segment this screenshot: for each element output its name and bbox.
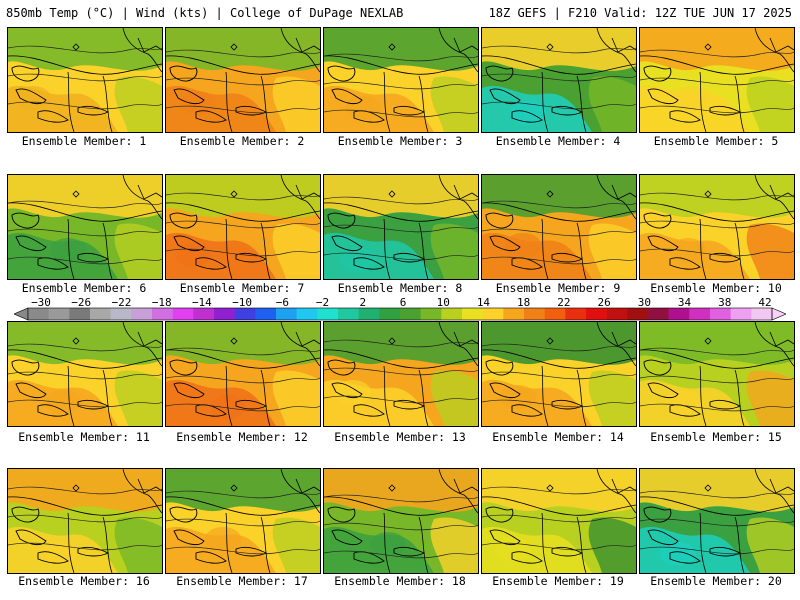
colorbar-segment xyxy=(586,308,607,320)
colorbar-segment xyxy=(751,308,773,320)
colorbar-tick-label: 42 xyxy=(758,296,772,309)
ensemble-map-panel xyxy=(481,27,637,133)
ensemble-member-caption: Ensemble Member: 7 xyxy=(179,281,305,295)
ensemble-map-panel xyxy=(7,27,163,133)
colorbar-segment xyxy=(172,308,194,320)
ensemble-member-caption: Ensemble Member: 17 xyxy=(176,574,308,588)
colorbar-segment xyxy=(317,308,339,320)
ensemble-member-caption: Ensemble Member: 20 xyxy=(650,574,782,588)
ensemble-map-panel xyxy=(481,174,637,280)
ensemble-member-caption: Ensemble Member: 10 xyxy=(650,281,782,295)
colorbar-segment xyxy=(338,308,359,320)
ensemble-map-panel xyxy=(639,27,795,133)
colorbar-tick-label: −6 xyxy=(275,296,289,309)
ensemble-member-caption: Ensemble Member: 3 xyxy=(337,134,463,148)
colorbar-segment xyxy=(482,308,504,320)
ensemble-map-panel xyxy=(639,321,795,427)
colorbar-tick-label: 6 xyxy=(399,296,407,309)
colorbar-segment xyxy=(358,308,380,320)
colorbar-segment xyxy=(606,308,628,320)
ensemble-member-caption: Ensemble Member: 6 xyxy=(21,281,147,295)
ensemble-member-caption: Ensemble Member: 4 xyxy=(495,134,621,148)
temperature-colorbar xyxy=(13,306,787,321)
ensemble-map-panel xyxy=(639,468,795,574)
colorbar-segment xyxy=(710,308,731,320)
ensemble-member-caption: Ensemble Member: 12 xyxy=(176,430,308,444)
ensemble-member-caption: Ensemble Member: 15 xyxy=(650,430,782,444)
ensemble-map-panel xyxy=(639,174,795,280)
colorbar-segment xyxy=(689,308,711,320)
colorbar-tick-label: 30 xyxy=(637,296,651,309)
colorbar-tick-label: 14 xyxy=(476,296,491,309)
ensemble-member-caption: Ensemble Member: 1 xyxy=(21,134,147,148)
ensemble-member-caption: Ensemble Member: 11 xyxy=(18,430,150,444)
ensemble-member-caption: Ensemble Member: 8 xyxy=(337,281,463,295)
ensemble-map-panel xyxy=(323,174,479,280)
colorbar-segment xyxy=(420,308,442,320)
colorbar-segment xyxy=(28,308,49,320)
colorbar-segment xyxy=(524,308,545,320)
colorbar-segment xyxy=(234,308,256,320)
colorbar-tick-label: 22 xyxy=(557,296,571,309)
colorbar-segment xyxy=(379,308,401,320)
colorbar-tick-label: 18 xyxy=(517,296,531,309)
colorbar-tick-label: −10 xyxy=(232,296,253,309)
colorbar-segment xyxy=(668,308,690,320)
ensemble-map-panel xyxy=(323,27,479,133)
colorbar-segment xyxy=(627,308,649,320)
colorbar-segment xyxy=(441,308,463,320)
colorbar-segment xyxy=(90,308,111,320)
colorbar-segment xyxy=(193,308,215,320)
header-title: 850mb Temp (°C) | Wind (kts) | College o… xyxy=(6,6,404,20)
ensemble-map-panel xyxy=(323,321,479,427)
colorbar-tick-label: 38 xyxy=(718,296,732,309)
colorbar-segment xyxy=(255,308,277,320)
colorbar-tick-label: 10 xyxy=(436,296,450,309)
ensemble-map-panel xyxy=(165,321,321,427)
colorbar-segment xyxy=(462,308,483,320)
ensemble-map-panel xyxy=(165,468,321,574)
ensemble-member-caption: Ensemble Member: 2 xyxy=(179,134,305,148)
colorbar-segment xyxy=(48,308,70,320)
colorbar-tick-label: −30 xyxy=(31,296,51,309)
colorbar-tick-label: 2 xyxy=(359,296,367,309)
colorbar-segment xyxy=(69,308,91,320)
ensemble-map-panel xyxy=(7,174,163,280)
ensemble-map-panel xyxy=(323,468,479,574)
colorbar-segment xyxy=(730,308,752,320)
colorbar-segment xyxy=(648,308,669,320)
colorbar-segment xyxy=(131,308,153,320)
colorbar-tick-label: 26 xyxy=(597,296,611,309)
ensemble-member-caption: Ensemble Member: 19 xyxy=(492,574,624,588)
ensemble-map-panel xyxy=(165,174,321,280)
ensemble-map-panel xyxy=(165,27,321,133)
colorbar-segment xyxy=(276,308,297,320)
colorbar-tick-label: 34 xyxy=(677,296,692,309)
ensemble-map-panel xyxy=(481,468,637,574)
colorbar-segment xyxy=(503,308,525,320)
ensemble-member-caption: Ensemble Member: 9 xyxy=(495,281,621,295)
colorbar-segment xyxy=(544,308,566,320)
colorbar-segment xyxy=(565,308,587,320)
header-valid-time: 18Z GEFS | F210 Valid: 12Z TUE JUN 17 20… xyxy=(488,6,792,20)
ensemble-map-panel xyxy=(7,468,163,574)
colorbar-segment xyxy=(296,308,318,320)
ensemble-member-caption: Ensemble Member: 14 xyxy=(492,430,624,444)
colorbar-tick-label: −2 xyxy=(315,296,330,309)
colorbar-segment xyxy=(152,308,173,320)
colorbar-tick-label: −14 xyxy=(191,296,212,309)
ensemble-member-caption: Ensemble Member: 5 xyxy=(653,134,779,148)
ensemble-member-caption: Ensemble Member: 16 xyxy=(18,574,150,588)
ensemble-map-panel xyxy=(481,321,637,427)
ensemble-member-caption: Ensemble Member: 18 xyxy=(334,574,466,588)
ensemble-map-panel xyxy=(7,321,163,427)
colorbar-segment xyxy=(110,308,132,320)
colorbar-segment xyxy=(214,308,235,320)
ensemble-member-caption: Ensemble Member: 13 xyxy=(334,430,466,444)
colorbar-tick-label: −22 xyxy=(111,296,132,309)
colorbar-tick-label: −18 xyxy=(151,296,172,309)
colorbar-segment xyxy=(400,308,421,320)
colorbar-tick-label: −26 xyxy=(71,296,92,309)
